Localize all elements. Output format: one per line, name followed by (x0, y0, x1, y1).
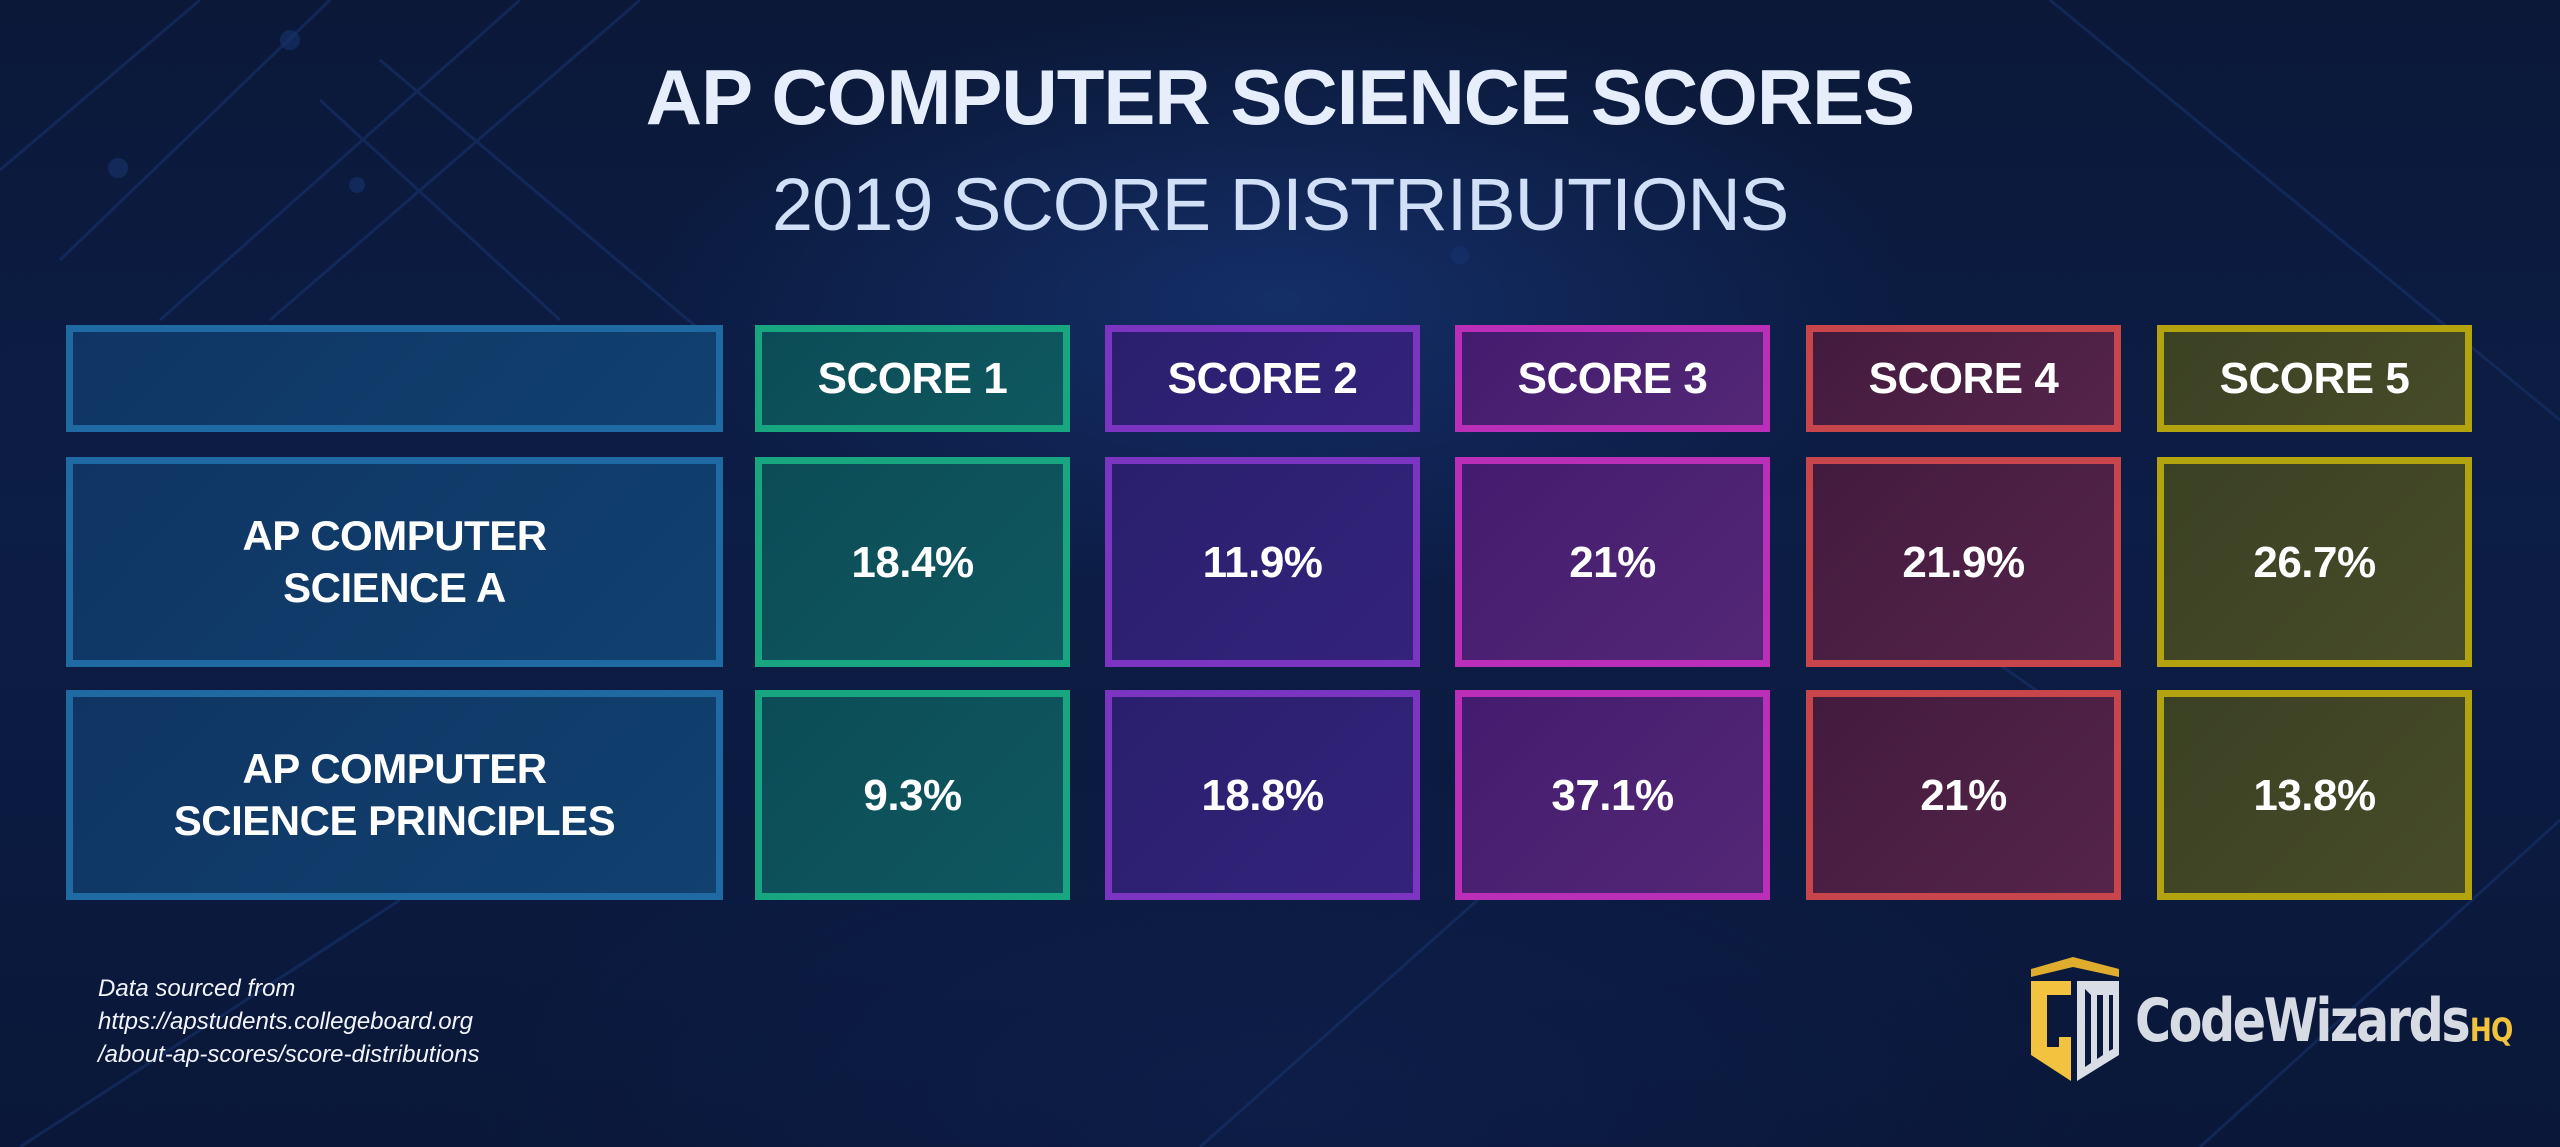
value-cs-a-score-5: 26.7% (2157, 457, 2472, 667)
logo-wordmark: CodeWizards HQ (2135, 986, 2513, 1056)
value-cs-a-score-1: 18.4% (755, 457, 1070, 667)
value-cs-a-score-4: 21.9% (1806, 457, 2121, 667)
logo-name: CodeWizards (2135, 986, 2471, 1056)
row-label-cs-principles: AP COMPUTER SCIENCE PRINCIPLES (66, 690, 723, 900)
value-cs-a-score-3: 21% (1455, 457, 1770, 667)
value-cs-principles-score-3: 37.1% (1455, 690, 1770, 900)
source-line-1: Data sourced from (98, 975, 296, 1002)
column-header-score-2: SCORE 2 (1105, 325, 1420, 432)
value-cs-principles-score-4: 21% (1806, 690, 2121, 900)
row-label-line1: AP COMPUTER (242, 511, 547, 559)
logo-suffix: HQ (2469, 1011, 2513, 1049)
row-label-line2: SCIENCE PRINCIPLES (173, 797, 616, 844)
header-label-cell (66, 325, 723, 432)
value-cs-a-score-2: 11.9% (1105, 457, 1420, 667)
source-url-line-1: https://apstudents.collegeboard.org (98, 1008, 473, 1035)
value-cs-principles-score-2: 18.8% (1105, 690, 1420, 900)
column-header-score-1: SCORE 1 (755, 325, 1070, 432)
row-label-cs-a: AP COMPUTER SCIENCE A (66, 457, 723, 667)
page-title: AP COMPUTER SCIENCE SCORES (645, 53, 1915, 141)
cw-shield-icon (2031, 957, 2119, 1081)
codewizards-logo: CodeWizards HQ (2025, 955, 2560, 1087)
column-header-score-5: SCORE 5 (2157, 325, 2472, 432)
column-header-score-4: SCORE 4 (1806, 325, 2121, 432)
column-header-score-3: SCORE 3 (1455, 325, 1770, 432)
row-label-line2: SCIENCE A (283, 564, 506, 611)
data-source-note: Data sourced from https://apstudents.col… (98, 972, 480, 1071)
page-subtitle: 2019 SCORE DISTRIBUTIONS (771, 163, 1789, 246)
source-url-line-2: /about-ap-scores/score-distributions (98, 1041, 480, 1068)
row-label-line1: AP COMPUTER (242, 744, 547, 792)
value-cs-principles-score-1: 9.3% (755, 690, 1070, 900)
value-cs-principles-score-5: 13.8% (2157, 690, 2472, 900)
